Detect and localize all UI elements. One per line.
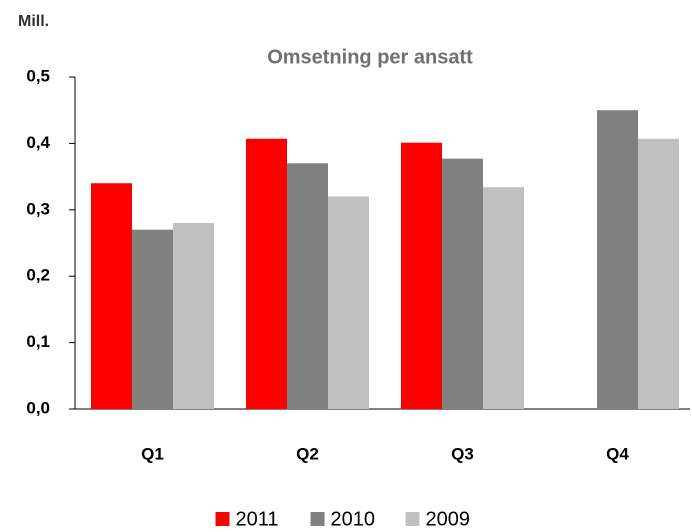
legend-swatch (310, 512, 325, 526)
bar (287, 163, 328, 409)
legend-label: 2011 (236, 508, 279, 530)
bar (173, 223, 214, 409)
legend-label: 2009 (426, 508, 471, 530)
bar (401, 142, 442, 409)
bar (132, 229, 173, 409)
legend-swatch (215, 512, 230, 526)
bar (328, 196, 369, 409)
x-tick-label: Q4 (606, 444, 629, 463)
bar (597, 110, 638, 409)
chart-title: Omsetning per ansatt (267, 46, 473, 68)
x-tick-label: Q2 (296, 444, 319, 463)
y-tick-label: 0,2 (26, 266, 50, 285)
y-tick-label: 0,1 (26, 332, 50, 351)
bar (483, 187, 524, 409)
bar (638, 138, 679, 409)
y-tick-label: 0,3 (26, 199, 50, 218)
x-tick-label: Q3 (451, 444, 474, 463)
y-axis-label: Mill. (18, 13, 49, 30)
legend-swatch (405, 512, 420, 526)
bar (442, 158, 483, 409)
legend-label: 2010 (331, 508, 376, 530)
x-tick-label: Q1 (141, 444, 164, 463)
y-tick-label: 0,4 (26, 133, 50, 152)
bar (246, 138, 287, 409)
y-tick-label: 0,0 (26, 398, 50, 417)
bar (91, 183, 132, 409)
y-tick-label: 0,5 (26, 66, 50, 85)
